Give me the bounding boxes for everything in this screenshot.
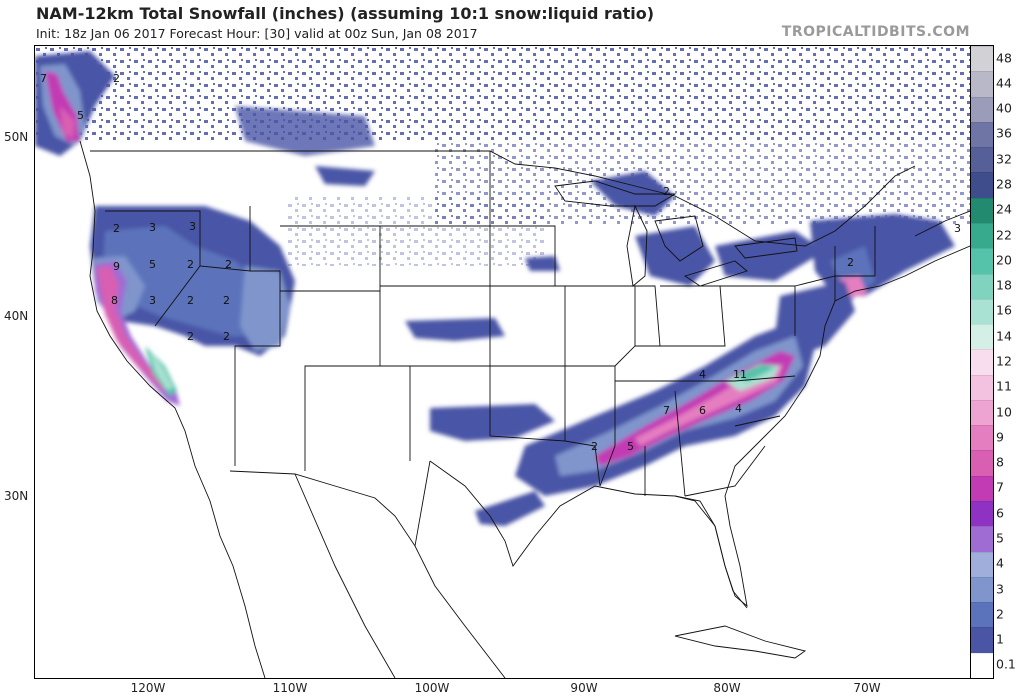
colorbar-cell <box>971 576 993 603</box>
colorbar-cell <box>971 551 993 577</box>
contour-label: 2 <box>591 440 598 453</box>
colorbar-label: 0.1 <box>996 656 1016 672</box>
colorbar-cell <box>971 475 993 502</box>
colorbar-cell <box>971 501 993 527</box>
colorbar-cell <box>971 121 993 148</box>
colorbar-label: 9 <box>996 429 1004 445</box>
contour-label: 7 <box>663 404 670 417</box>
contour-label: 4 <box>699 368 706 381</box>
colorbar-legend <box>970 45 994 679</box>
colorbar-label: 20 <box>996 252 1012 268</box>
contour-label: 4 <box>735 402 742 415</box>
contour-label: 2 <box>225 258 232 271</box>
lat-label-30n: 30N <box>4 489 29 503</box>
colorbar-label: 4 <box>996 555 1004 571</box>
colorbar-cell <box>971 526 993 552</box>
colorbar-label: 8 <box>996 454 1004 470</box>
colorbar-cell <box>971 71 993 97</box>
contour-label: 2 <box>113 222 120 235</box>
contour-label: 2 <box>113 72 120 85</box>
colorbar-cell <box>971 627 993 653</box>
colorbar-cell <box>971 45 993 72</box>
geographic-boundaries <box>79 140 970 678</box>
colorbar-label: 40 <box>996 100 1012 116</box>
colorbar-cell <box>971 324 993 350</box>
colorbar-label: 16 <box>996 302 1012 318</box>
colorbar-label: 18 <box>996 277 1012 293</box>
contour-label: 8 <box>111 294 118 307</box>
lon-label-80w: 80W <box>713 681 741 695</box>
contour-labels: 7 2 5 2 3 3 9 5 2 2 8 3 2 2 2 2 2 2 3 4 … <box>40 72 961 453</box>
colorbar-label: 11 <box>996 378 1012 394</box>
lat-label-40n: 40N <box>4 309 29 323</box>
colorbar-label: 24 <box>996 201 1012 217</box>
snowfall-map: 7 2 5 2 3 3 9 5 2 2 8 3 2 2 2 2 2 2 3 4 … <box>34 45 971 679</box>
lon-label-120w: 120W <box>130 681 166 695</box>
colorbar-label: 2 <box>996 606 1004 622</box>
colorbar-label: 32 <box>996 151 1012 167</box>
contour-label: 11 <box>733 368 747 381</box>
contour-label: 9 <box>113 260 120 273</box>
colorbar-cell <box>971 147 993 173</box>
colorbar-cell <box>971 222 993 249</box>
contour-label: 2 <box>187 330 194 343</box>
colorbar-cell <box>971 602 993 628</box>
colorbar-cell <box>971 425 993 451</box>
contour-label: 2 <box>663 185 670 198</box>
contour-label: 3 <box>954 222 961 235</box>
colorbar-label: 14 <box>996 328 1012 344</box>
colorbar-cell <box>971 298 993 325</box>
lon-label-70w: 70W <box>853 681 881 695</box>
colorbar-label: 22 <box>996 227 1012 243</box>
colorbar-cell <box>971 248 993 274</box>
colorbar-label: 5 <box>996 530 1004 546</box>
lon-label-90w: 90W <box>570 681 598 695</box>
lon-label-100w: 100W <box>414 681 450 695</box>
contour-label: 3 <box>149 221 156 234</box>
canada-light-snow <box>35 46 970 266</box>
colorbar-cell <box>971 273 993 299</box>
colorbar-label: 48 <box>996 50 1012 66</box>
contour-label: 2 <box>223 330 230 343</box>
map-title: NAM-12km Total Snowfall (inches) (assumi… <box>36 4 655 23</box>
colorbar-label: 10 <box>996 404 1012 420</box>
colorbar-cell <box>971 399 993 426</box>
colorbar-cell <box>971 197 993 223</box>
colorbar-label: 6 <box>996 505 1004 521</box>
contour-label: 5 <box>149 258 156 271</box>
colorbar-cell <box>971 96 993 122</box>
colorbar-label: 28 <box>996 176 1012 192</box>
contour-label: 2 <box>187 294 194 307</box>
contour-label: 5 <box>627 440 634 453</box>
colorbar-cell <box>971 172 993 198</box>
contour-label: 2 <box>223 294 230 307</box>
map-canvas: 7 2 5 2 3 3 9 5 2 2 8 3 2 2 2 2 2 2 3 4 … <box>35 46 970 678</box>
contour-label: 2 <box>847 256 854 269</box>
colorbar-cell <box>971 374 993 400</box>
colorbar-cell <box>971 450 993 476</box>
contour-label: 3 <box>149 294 156 307</box>
colorbar-label: 44 <box>996 75 1012 91</box>
colorbar-label: 1 <box>996 631 1004 647</box>
contour-label: 5 <box>77 109 84 122</box>
lon-label-110w: 110W <box>272 681 308 695</box>
source-watermark: TROPICALTIDBITS.COM <box>781 24 970 40</box>
lat-label-50n: 50N <box>4 130 29 144</box>
colorbar-label: 36 <box>996 125 1012 141</box>
forecast-info: Init: 18z Jan 06 2017 Forecast Hour: [30… <box>36 26 478 41</box>
contour-label: 7 <box>40 72 47 85</box>
colorbar-label: 12 <box>996 353 1012 369</box>
colorbar-cell <box>971 652 993 678</box>
contour-label: 2 <box>187 258 194 271</box>
colorbar-cell <box>971 349 993 375</box>
colorbar-label: 7 <box>996 479 1004 495</box>
contour-label: 6 <box>699 404 706 417</box>
colorbar-label: 3 <box>996 581 1004 597</box>
contour-label: 3 <box>189 220 196 233</box>
